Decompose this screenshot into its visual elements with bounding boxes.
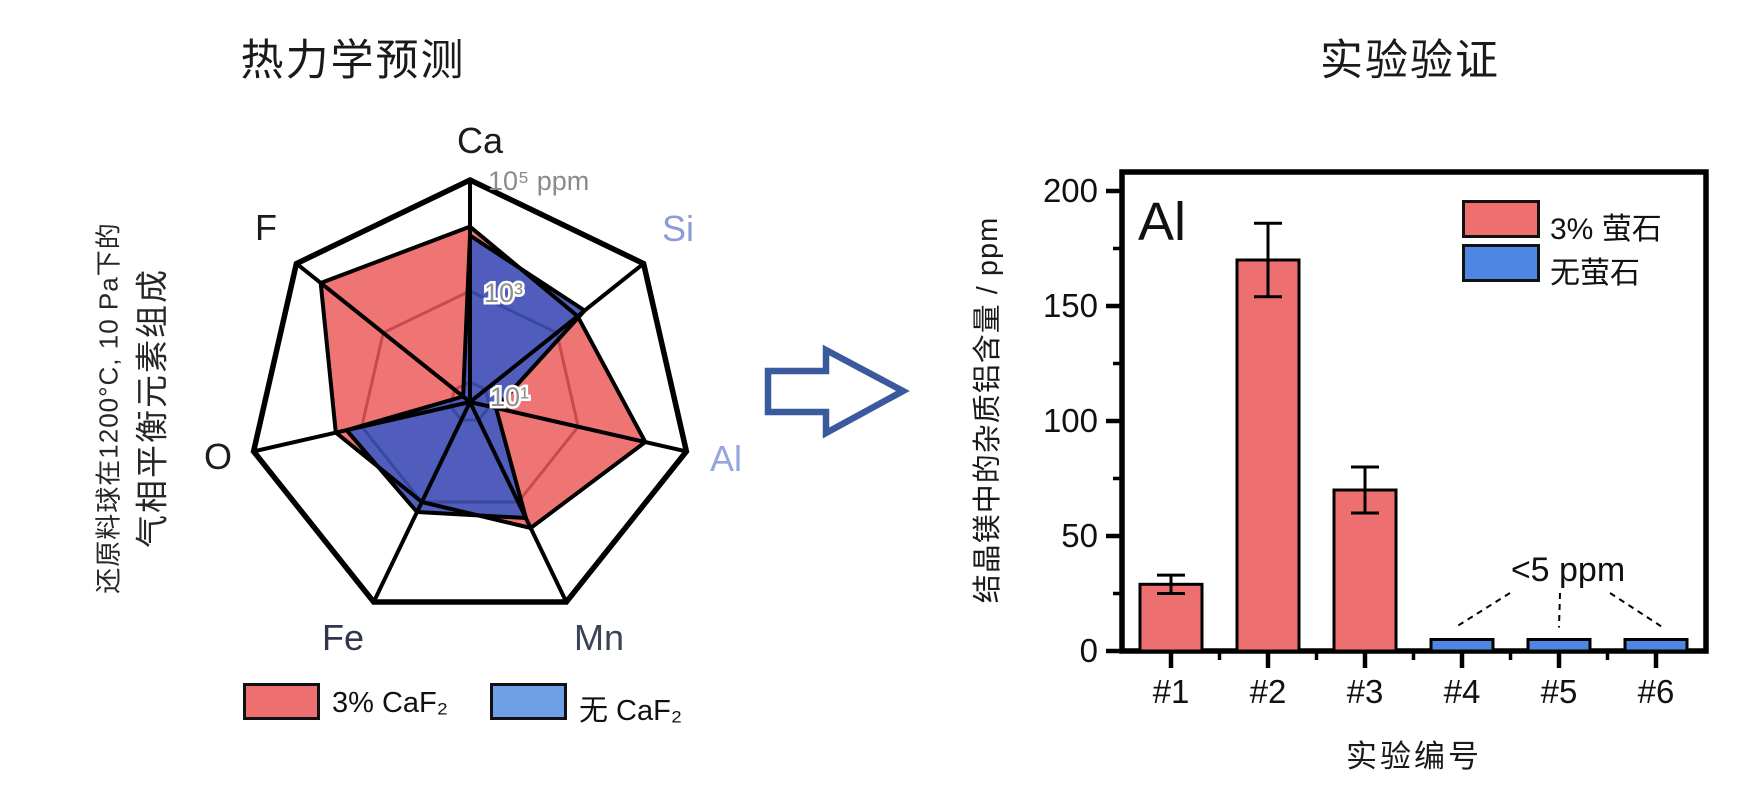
- bar-xtick-label-#5: #5: [1541, 673, 1578, 710]
- radar-tick-1e3: 10³: [484, 278, 523, 308]
- bar-xtick-label-#4: #4: [1444, 673, 1481, 710]
- radar-axis-label-mn: Mn: [574, 617, 624, 658]
- right-legend-swatch-fluorite: [1462, 200, 1540, 238]
- bar-#2: [1235, 258, 1301, 653]
- radar-chart: [250, 176, 690, 605]
- bar-ytick-label-100: 100: [1043, 402, 1098, 439]
- radar-spoke-Mn: [468, 401, 569, 603]
- bar-#6: [1623, 638, 1689, 653]
- radar-spoke-Al: [469, 400, 687, 454]
- bar-chart: 0 50 100 150 200 #1 #2 #3 #4 #5 #6: [1043, 169, 1709, 710]
- bar-xaxis-title: 实验编号: [1346, 739, 1482, 774]
- bar-#4: [1429, 638, 1495, 653]
- right-legend-swatch-nofluorite: [1462, 244, 1540, 282]
- radar-tick-1e5: 10⁵ ppm: [488, 166, 589, 196]
- radar-axis-label-f: F: [255, 207, 277, 248]
- bar-corner-label: Al: [1138, 192, 1186, 252]
- bar-xtick-label-#6: #6: [1638, 673, 1675, 710]
- radar-series-no-caf2-outline: [344, 233, 587, 520]
- radar-spoke-Fe: [371, 401, 472, 603]
- radar-outer-frame: [250, 176, 690, 605]
- bar-xtick-label-#3: #3: [1347, 673, 1384, 710]
- right-chart-title: 实验验证: [1320, 37, 1500, 85]
- right-legend-label-fluorite: 3% 萤石: [1550, 213, 1662, 246]
- bar-xtick-label-#2: #2: [1250, 673, 1287, 710]
- left-legend-label-caf2: 3% CaF₂: [332, 687, 449, 719]
- bar-xtick-label-#1: #1: [1153, 673, 1190, 710]
- right-legend-label-nofluorite: 无萤石: [1550, 257, 1640, 290]
- radar-spoke-Si: [468, 262, 645, 404]
- radar-axis-label-ca: Ca: [457, 120, 504, 161]
- annotation-leader-#4: [1454, 592, 1511, 629]
- radar-axis-label-al: Al: [710, 438, 742, 479]
- left-legend-swatch-caf2: [243, 683, 320, 720]
- bar-ytick-label-150: 150: [1043, 287, 1098, 324]
- radar-axis-label-si: Si: [662, 208, 694, 249]
- left-legend-label-nocaf2: 无 CaF₂: [579, 695, 683, 727]
- bar-#3: [1332, 488, 1398, 653]
- bar-#5: [1526, 638, 1592, 653]
- bar-ytick-label-0: 0: [1080, 632, 1098, 669]
- left-chart-title: 热力学预测: [240, 37, 466, 85]
- radar-axis-label-o: O: [204, 436, 232, 477]
- radar-tick-1e1: 10¹: [490, 382, 529, 412]
- bar-ytick-label-200: 200: [1043, 172, 1098, 209]
- annotation-leader-#6: [1609, 592, 1664, 629]
- right-arrow-icon: [764, 344, 910, 439]
- annotation-leader-#5: [1558, 592, 1561, 628]
- radar-axis-label-fe: Fe: [322, 617, 364, 658]
- left-legend-swatch-nocaf2: [490, 683, 567, 720]
- radar-spoke-O: [253, 400, 471, 454]
- bar-ytick-label-50: 50: [1061, 517, 1098, 554]
- bar-annotation: <5 ppm: [1511, 551, 1625, 589]
- radar-spoke-F: [295, 262, 472, 404]
